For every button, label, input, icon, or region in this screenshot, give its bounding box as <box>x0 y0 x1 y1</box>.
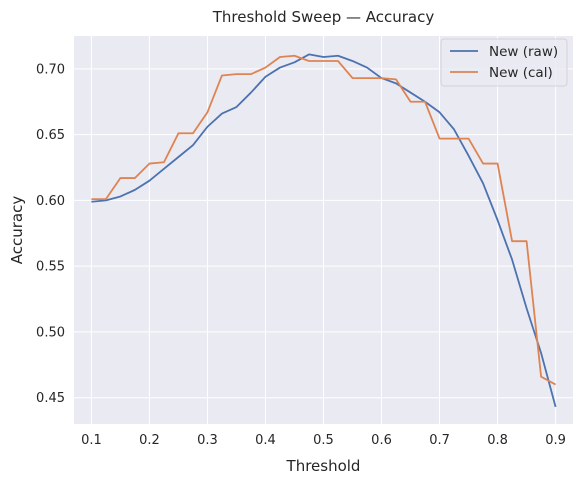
legend-label-cal: New (cal) <box>489 65 553 81</box>
y-axis-title: Accuracy <box>8 196 26 265</box>
x-tick-label: 0.3 <box>197 433 218 448</box>
x-tick-label: 0.4 <box>255 433 276 448</box>
x-tick-label: 0.6 <box>371 433 392 448</box>
y-tick-labels: 0.45 0.50 0.55 0.60 0.65 0.70 <box>36 62 65 406</box>
legend-label-raw: New (raw) <box>489 44 558 60</box>
series-layer <box>91 53 557 408</box>
grid-lines <box>74 36 573 424</box>
x-tick-label: 0.8 <box>487 433 508 448</box>
x-tick-label: 0.7 <box>429 433 450 448</box>
y-tick-label: 0.70 <box>36 62 65 77</box>
y-tick-label: 0.55 <box>36 260 65 275</box>
y-tick-label: 0.60 <box>36 194 65 209</box>
x-tick-label: 0.2 <box>139 433 160 448</box>
x-axis-title: Threshold <box>286 457 361 475</box>
x-tick-labels: 0.1 0.2 0.3 0.4 0.5 0.6 0.7 0.8 0.9 <box>81 433 566 448</box>
series-line-raw <box>91 53 557 408</box>
x-tick-label: 0.9 <box>545 433 566 448</box>
legend: New (raw) New (cal) <box>440 38 568 87</box>
y-tick-label: 0.65 <box>36 128 65 143</box>
series-line-cal <box>91 54 557 386</box>
y-tick-label: 0.50 <box>36 325 65 340</box>
x-tick-label: 0.5 <box>313 433 334 448</box>
y-tick-label: 0.45 <box>36 391 65 406</box>
chart-title: Threshold Sweep — Accuracy <box>212 8 435 26</box>
x-tick-label: 0.1 <box>81 433 102 448</box>
